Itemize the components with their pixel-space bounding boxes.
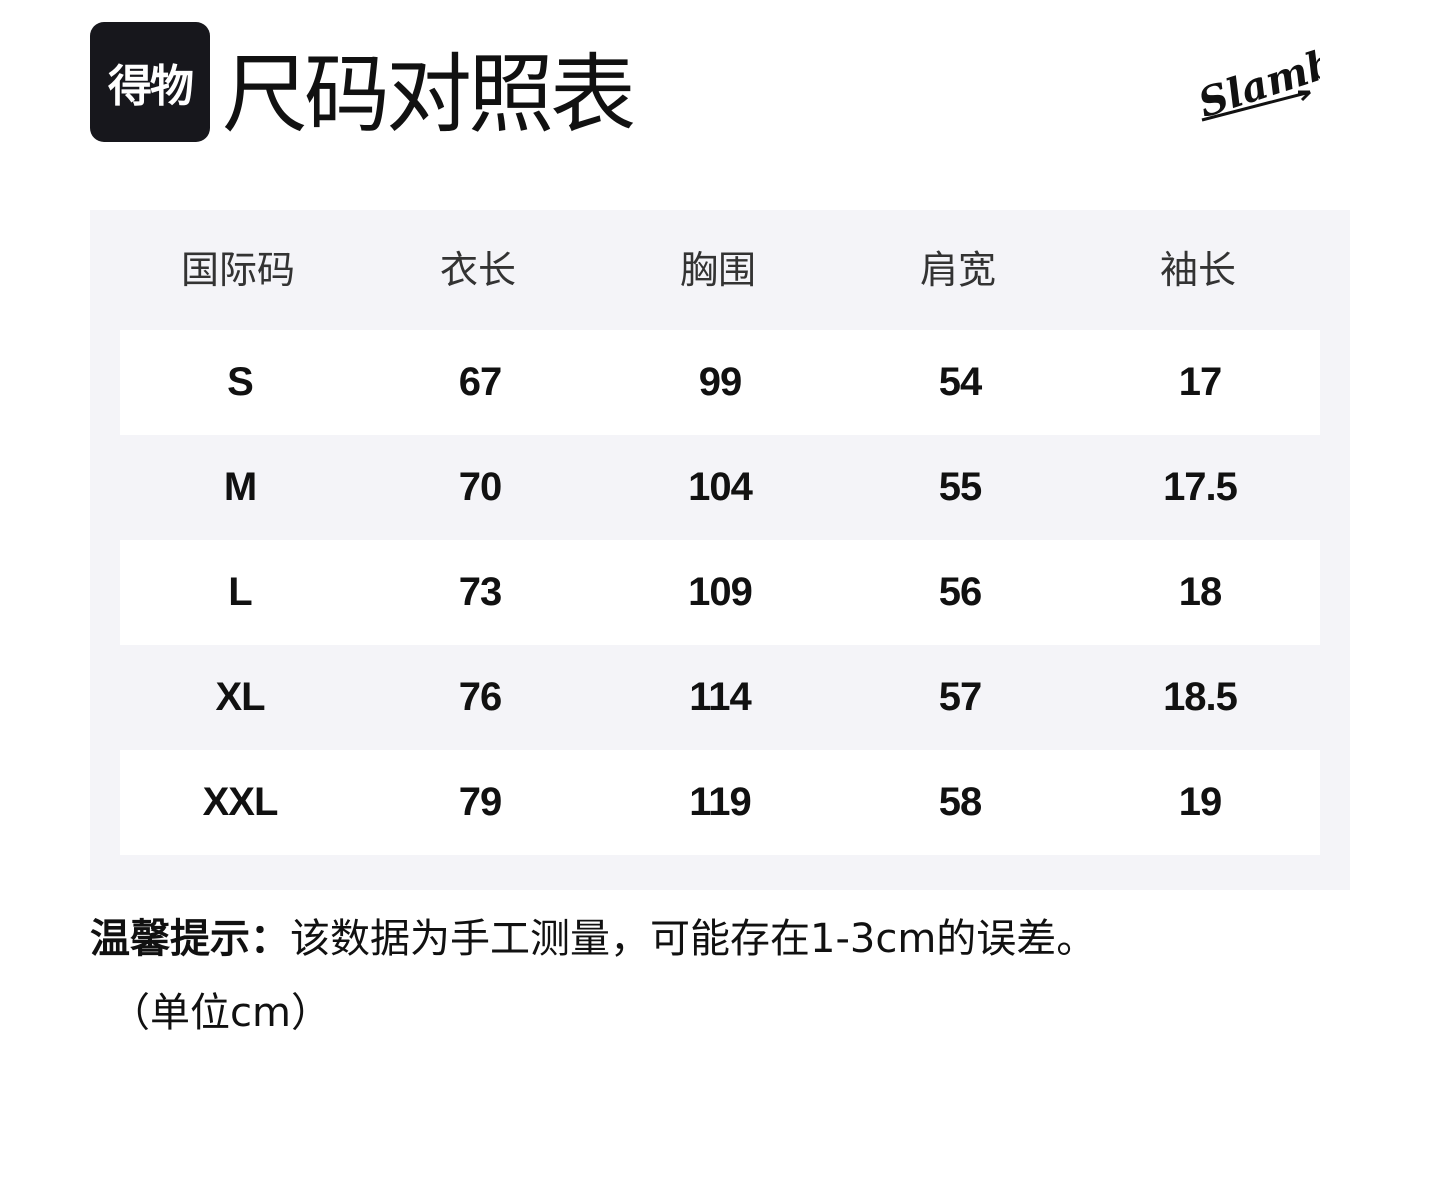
table-cell: 18.5 <box>1163 675 1238 719</box>
table-cell: 79 <box>458 780 503 824</box>
table-cell: M <box>223 465 257 509</box>
table-cell: 119 <box>689 780 752 824</box>
table-row: L 73 109 56 18 <box>120 540 1320 645</box>
table-cell: 109 <box>688 570 753 614</box>
table-cell: 67 <box>458 360 503 404</box>
header-size: 国际码 <box>180 248 295 292</box>
table-header: 国际码 衣长 胸围 肩宽 袖长 <box>118 240 1318 300</box>
table-row: S 67 99 54 17 <box>120 330 1320 435</box>
table-cell: 19 <box>1178 780 1223 824</box>
table-cell: 58 <box>938 780 983 824</box>
table-cell: 99 <box>698 360 743 404</box>
header-sleeve: 袖长 <box>1159 248 1236 292</box>
table-cell: 114 <box>689 675 752 719</box>
header-length: 衣长 <box>439 248 516 292</box>
table-cell: 17.5 <box>1163 465 1238 509</box>
table-row: M 70 104 55 17.5 <box>120 435 1320 540</box>
table-cell: 17 <box>1178 360 1223 404</box>
table-cell: 54 <box>938 360 983 404</box>
table-cell: XXL <box>202 780 279 824</box>
table-cell: 104 <box>688 465 753 509</box>
table-cell: 73 <box>458 570 503 614</box>
logo-text: 得物 <box>108 61 194 112</box>
dewu-logo: 得物 <box>90 22 210 142</box>
table-cell: 76 <box>458 675 503 719</box>
tip-note: 温馨提示：该数据为手工测量，可能存在1-3cm的误差。 <box>90 908 1390 970</box>
table-cell: 56 <box>938 570 983 614</box>
table-cell: XL <box>215 675 265 719</box>
slamble-brand-logo: Slamble <box>1193 40 1320 125</box>
header-shoulder: 肩宽 <box>919 248 996 292</box>
tip-text: 该数据为手工测量，可能存在1-3cm的误差。 <box>290 916 1097 962</box>
size-table: 国际码 衣长 胸围 肩宽 袖长 S 67 99 54 17 M 70 104 55 17.5 L 73… <box>90 210 1350 890</box>
table-cell: 18 <box>1178 570 1223 614</box>
unit-note: （单位cm） <box>110 990 331 1036</box>
table-cell: L <box>228 570 252 614</box>
table-cell: 55 <box>938 465 983 509</box>
table-cell: S <box>227 360 254 404</box>
table-row: XL 76 114 57 18.5 <box>120 645 1320 750</box>
table-cell: 70 <box>458 465 503 509</box>
tip-label: 温馨提示： <box>90 916 290 962</box>
page-title: 尺码对照表 <box>222 45 636 145</box>
header-chest: 胸围 <box>679 248 756 292</box>
svg-text:Slamble: Slamble <box>1193 40 1320 125</box>
table-cell: 57 <box>938 675 983 719</box>
table-row: XXL 79 119 58 19 <box>120 750 1320 855</box>
